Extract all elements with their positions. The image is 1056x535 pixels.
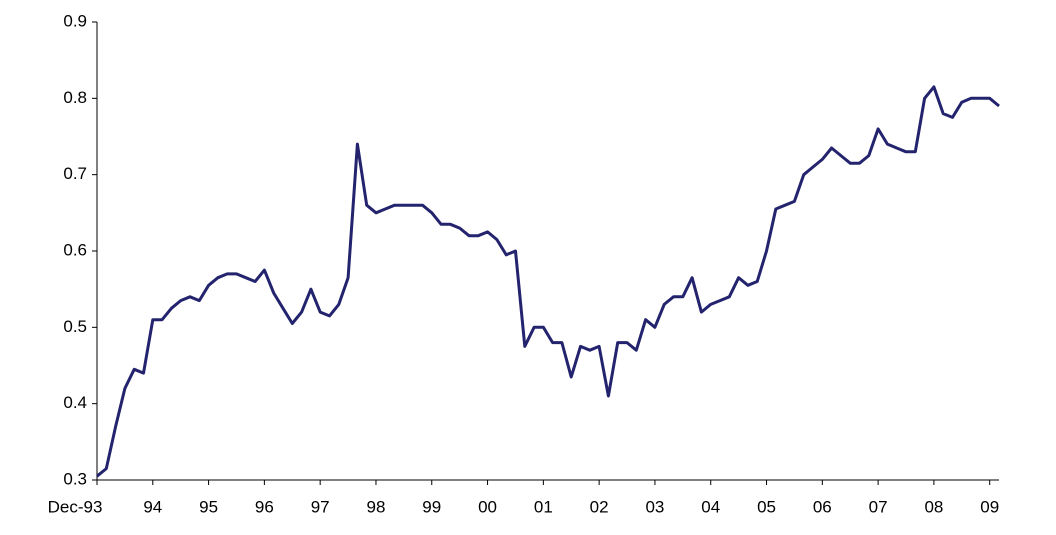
x-tick-label: 94 [143, 497, 162, 516]
y-tick-label: 0.4 [63, 393, 87, 412]
x-tick-label: Dec-93 [48, 497, 103, 516]
y-tick-label: 0.8 [63, 88, 87, 107]
x-tick-label: 95 [199, 497, 218, 516]
x-tick-label: 03 [645, 497, 664, 516]
x-tick-label: 04 [701, 497, 720, 516]
x-tick-label: 07 [869, 497, 888, 516]
line-series [96, 85, 1000, 478]
y-tick-label: 0.9 [63, 11, 87, 30]
x-tick-label: 09 [980, 497, 999, 516]
x-tick-label: 08 [924, 497, 943, 516]
y-tick-label: 0.5 [63, 317, 87, 336]
x-tick-label: 96 [255, 497, 274, 516]
x-tick-label: 01 [534, 497, 553, 516]
x-tick-label: 02 [590, 497, 609, 516]
x-tick-label: 00 [478, 497, 497, 516]
x-tick-label: 05 [757, 497, 776, 516]
x-tick-label: 97 [311, 497, 330, 516]
x-tick-label: 06 [813, 497, 832, 516]
y-tick-label: 0.3 [63, 469, 87, 488]
y-tick-label: 0.6 [63, 240, 87, 259]
y-tick-label: 0.7 [63, 164, 87, 183]
x-tick-label: 99 [422, 497, 441, 516]
x-tick-label: 98 [367, 497, 386, 516]
